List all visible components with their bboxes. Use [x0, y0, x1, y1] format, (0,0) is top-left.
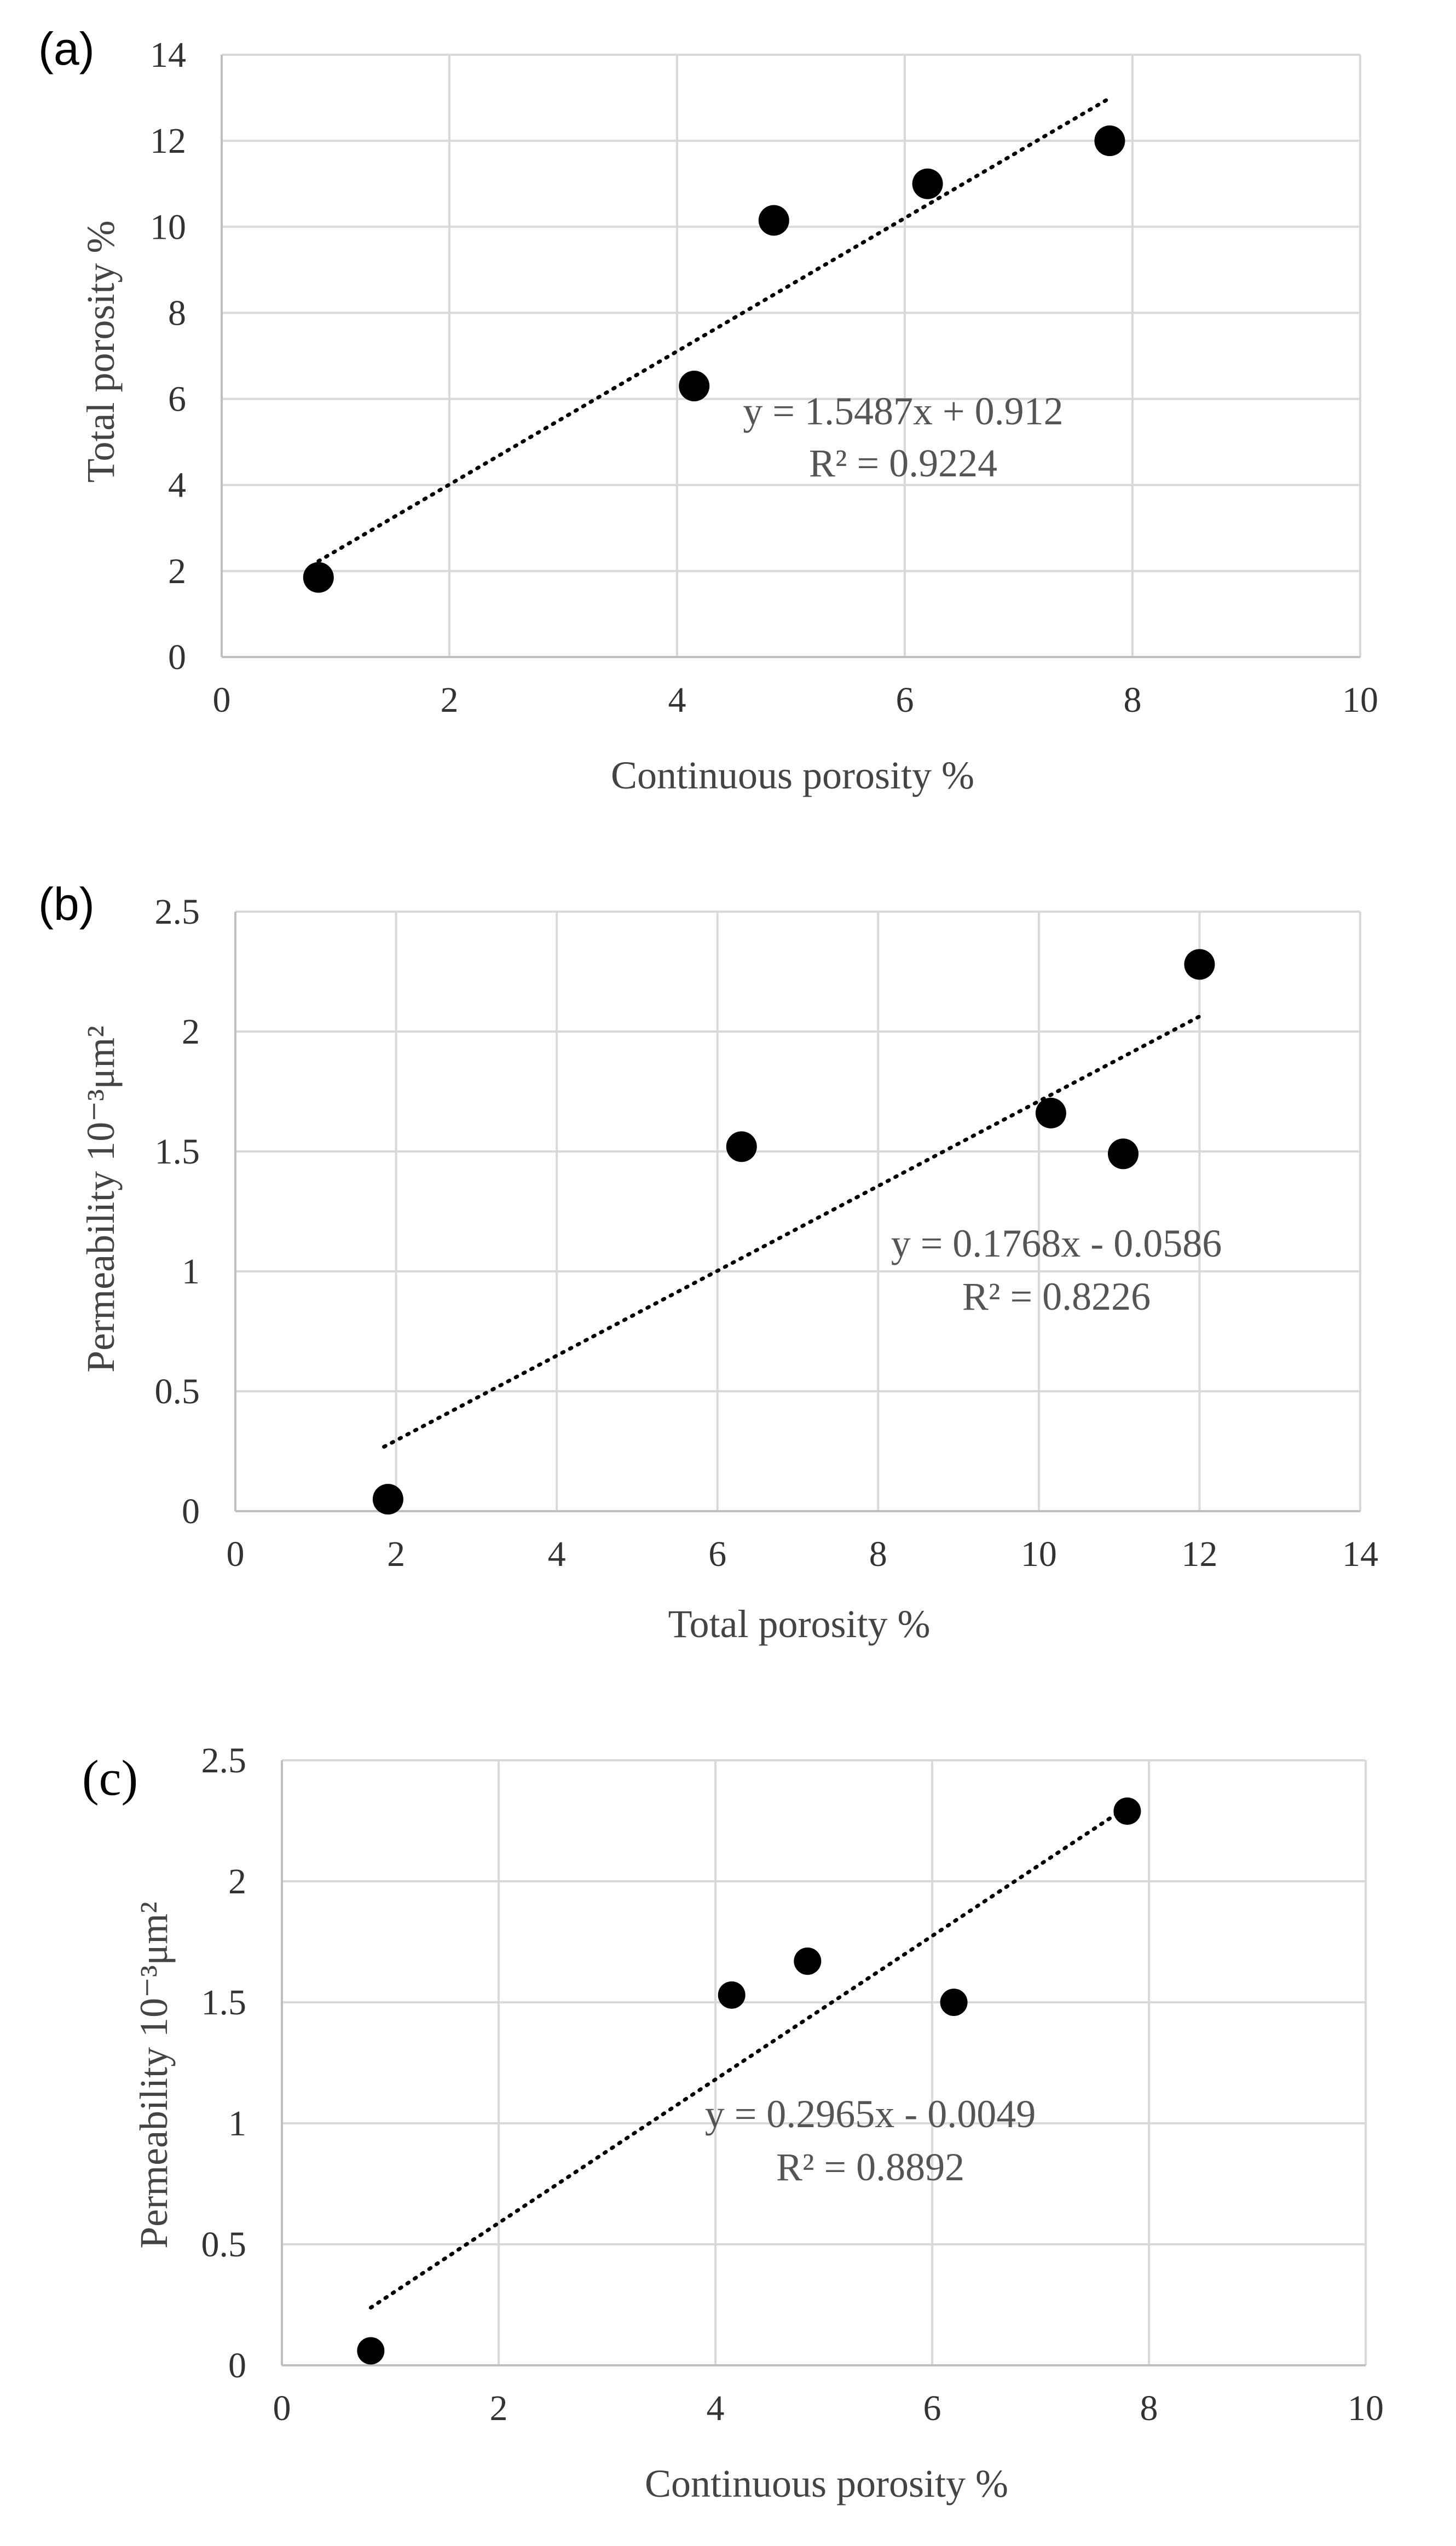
x-tick-label-a: 0 — [213, 680, 231, 720]
y-tick-label-b: 2 — [182, 1012, 200, 1052]
data-point-c — [357, 2337, 385, 2365]
y-tick-label-c: 2 — [228, 1862, 246, 1902]
y-tick-label-b: 0.5 — [155, 1372, 200, 1412]
y-tick-label-b: 0 — [182, 1491, 200, 1531]
y-tick-label-c: 0 — [228, 2346, 246, 2386]
trendline-c — [368, 1805, 1129, 2310]
data-point-c — [1113, 1797, 1141, 1825]
x-tick-label-b: 0 — [227, 1534, 245, 1574]
y-tick-label-c: 0.5 — [201, 2225, 247, 2265]
y-ticks-b: 0 0.5 1 1.5 2 2.5 — [155, 892, 200, 1531]
y-tick-label-c: 1 — [228, 2104, 246, 2144]
x-ticks-b: 0 2 4 6 8 10 12 14 — [227, 1534, 1379, 1574]
x-tick-label-a: 6 — [896, 680, 914, 720]
chart-panel-b: (b) 0 0.5 1 1.5 2 2.5 0 2 4 6 8 10 12 14 y = 0.1768x… — [38, 878, 1378, 1646]
y-tick-label-a: 4 — [168, 465, 186, 505]
y-ticks-c: 0 0.5 1 1.5 2 2.5 — [201, 1741, 247, 2386]
data-point-a — [679, 371, 710, 401]
y-axis-label-c: Permeability 10⁻³μm² — [132, 1902, 176, 2249]
x-axis-label-b: Total porosity % — [668, 1602, 931, 1646]
x-tick-label-b: 2 — [387, 1534, 405, 1574]
x-tick-label-b: 12 — [1181, 1534, 1217, 1574]
panel-label-a: (a) — [38, 23, 95, 74]
data-point-a — [758, 205, 789, 236]
y-ticks-a: 0 2 4 6 8 10 12 14 — [150, 35, 186, 677]
r-squared-label-c: R² = 0.8892 — [776, 2145, 964, 2189]
x-tick-label-c: 2 — [490, 2388, 508, 2428]
equation-label-a: y = 1.5487x + 0.912 — [743, 389, 1063, 433]
data-point-c — [718, 1981, 746, 2009]
y-tick-label-a: 10 — [150, 207, 186, 247]
x-tick-label-a: 4 — [668, 680, 686, 720]
y-tick-label-b: 2.5 — [155, 892, 200, 932]
y-tick-label-a: 12 — [150, 121, 186, 161]
data-point-b — [726, 1131, 757, 1162]
x-ticks-a: 0 2 4 6 8 10 — [213, 680, 1379, 720]
y-tick-label-a: 8 — [168, 293, 186, 333]
x-tick-label-c: 0 — [273, 2388, 291, 2428]
y-axis-label-b: Permeability 10⁻³μm² — [79, 1026, 123, 1373]
data-point-c — [794, 1947, 822, 1975]
data-point-b — [1184, 949, 1215, 980]
panel-label-c: (c) — [82, 1750, 138, 1806]
y-tick-label-c: 1.5 — [201, 1983, 247, 2023]
x-tick-label-b: 10 — [1021, 1534, 1057, 1574]
y-tick-label-a: 0 — [168, 637, 186, 677]
equation-label-c: y = 0.2965x - 0.0049 — [705, 2092, 1036, 2136]
data-point-b — [1107, 1138, 1139, 1170]
data-points-c — [357, 1797, 1141, 2365]
y-tick-label-b: 1.5 — [155, 1132, 200, 1172]
data-point-a — [1094, 125, 1125, 157]
trendline-a — [316, 96, 1112, 563]
data-point-c — [940, 1989, 968, 2016]
data-point-a — [912, 168, 943, 199]
grid-c — [281, 1759, 1367, 2366]
y-tick-label-a: 14 — [150, 35, 186, 75]
y-tick-label-a: 2 — [168, 551, 186, 591]
x-tick-label-a: 10 — [1342, 680, 1378, 720]
y-tick-label-a: 6 — [168, 379, 186, 419]
x-axis-label-c: Continuous porosity % — [645, 2462, 1008, 2505]
x-tick-label-b: 4 — [548, 1534, 566, 1574]
panel-label-b: (b) — [38, 878, 95, 930]
y-tick-label-b: 1 — [182, 1252, 200, 1292]
x-ticks-c: 0 2 4 6 8 10 — [273, 2388, 1384, 2428]
data-points-b — [372, 949, 1215, 1515]
x-tick-label-c: 6 — [923, 2388, 941, 2428]
grid-a — [221, 54, 1361, 658]
x-tick-label-a: 8 — [1124, 680, 1142, 720]
x-tick-label-c: 4 — [707, 2388, 725, 2428]
equation-label-b: y = 0.1768x - 0.0586 — [891, 1222, 1222, 1265]
data-point-a — [303, 562, 334, 593]
data-points-a — [303, 125, 1125, 593]
r-squared-label-b: R² = 0.8226 — [962, 1275, 1151, 1318]
x-axis-label-a: Continuous porosity % — [611, 753, 974, 797]
y-axis-label-a: Total porosity % — [79, 221, 123, 483]
chart-panel-c: (c) 0 0.5 1 1.5 2 2.5 0 2 4 6 8 10 y = 0.2965x - 0… — [82, 1741, 1384, 2505]
x-tick-label-b: 8 — [869, 1534, 887, 1574]
data-point-b — [1035, 1097, 1066, 1128]
chart-panel-a: (a) 0 2 4 6 8 10 12 14 0 2 4 6 8 10 y = 1.5487x + 0.… — [38, 23, 1378, 797]
x-tick-label-b: 6 — [708, 1534, 726, 1574]
x-tick-label-a: 2 — [441, 680, 459, 720]
x-tick-label-b: 14 — [1342, 1534, 1378, 1574]
x-tick-label-c: 8 — [1140, 2388, 1158, 2428]
y-tick-label-c: 2.5 — [201, 1741, 247, 1781]
grid-b — [234, 911, 1361, 1512]
data-point-b — [372, 1484, 403, 1515]
r-squared-label-a: R² = 0.9224 — [809, 441, 997, 485]
x-tick-label-c: 10 — [1348, 2388, 1384, 2428]
